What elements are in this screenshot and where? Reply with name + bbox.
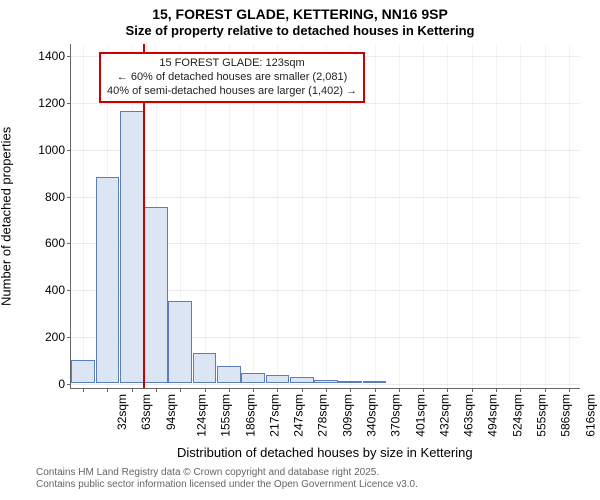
x-tick-label: 278sqm [316,394,330,437]
y-tick-label: 1000 [38,143,71,157]
x-tick-label: 309sqm [340,394,354,437]
histogram-bar [266,375,290,383]
annotation-box: 15 FOREST GLADE: 123sqm← 60% of detached… [99,52,365,103]
x-tick-label: 124sqm [195,394,209,437]
histogram-bar [96,177,120,384]
chart-title-line1: 15, FOREST GLADE, KETTERING, NN16 9SP [0,0,600,23]
annotation-title: 15 FOREST GLADE: 123sqm [107,57,357,71]
y-tick-label: 200 [45,330,71,344]
x-tick-mark [520,388,521,392]
x-tick-label: 494sqm [486,394,500,437]
x-tick-mark [326,388,327,392]
x-tick-label: 401sqm [413,394,427,437]
histogram-bar [338,381,362,383]
annotation-line1: ← 60% of detached houses are smaller (2,… [107,71,357,85]
x-tick-mark [447,388,448,392]
x-tick-label: 463sqm [462,394,476,437]
gridline-v [569,44,570,388]
gridline-v [423,44,424,388]
histogram-bar [120,111,144,383]
gridline-v [83,44,84,388]
histogram-bar [241,373,265,384]
y-tick-label: 1200 [38,96,71,110]
y-tick-label: 1400 [38,49,71,63]
x-tick-label: 616sqm [583,394,597,437]
x-tick-mark [132,388,133,392]
plot-area: 020040060080010001200140032sqm63sqm94sqm… [70,44,580,389]
x-tick-label: 247sqm [292,394,306,437]
x-tick-mark [375,388,376,392]
gridline-v [447,44,448,388]
x-tick-mark [277,388,278,392]
x-tick-mark [180,388,181,392]
annotation-line2: 40% of semi-detached houses are larger (… [107,85,357,99]
gridline-v [375,44,376,388]
chart-container: 15, FOREST GLADE, KETTERING, NN16 9SP Si… [0,0,600,500]
x-tick-label: 555sqm [535,394,549,437]
x-tick-mark [156,388,157,392]
x-tick-mark [253,388,254,392]
x-tick-label: 94sqm [164,394,178,430]
chart-title-line2: Size of property relative to detached ho… [0,23,600,39]
gridline-v [520,44,521,388]
x-tick-mark [423,388,424,392]
footer: Contains HM Land Registry data © Crown c… [36,467,418,491]
x-tick-label: 155sqm [219,394,233,437]
x-tick-mark [399,388,400,392]
gridline-v [545,44,546,388]
histogram-bar [363,381,387,383]
y-tick-label: 400 [45,283,71,297]
x-tick-mark [472,388,473,392]
x-tick-label: 370sqm [389,394,403,437]
x-tick-mark [545,388,546,392]
x-tick-label: 524sqm [510,394,524,437]
x-axis-label: Distribution of detached houses by size … [177,445,473,460]
gridline-v [472,44,473,388]
footer-line1: Contains HM Land Registry data © Crown c… [36,467,418,479]
x-tick-mark [350,388,351,392]
x-tick-label: 586sqm [559,394,573,437]
x-tick-mark [83,388,84,392]
x-tick-label: 63sqm [139,394,153,430]
histogram-bar [144,207,168,383]
histogram-bar [71,360,95,383]
y-tick-label: 800 [45,190,71,204]
histogram-bar [314,380,338,384]
y-tick-label: 0 [58,377,71,391]
gridline-v [496,44,497,388]
x-tick-label: 32sqm [115,394,129,430]
x-tick-label: 432sqm [438,394,452,437]
x-tick-label: 217sqm [268,394,282,437]
x-tick-mark [107,388,108,392]
gridline-v [399,44,400,388]
x-tick-mark [302,388,303,392]
x-tick-label: 186sqm [243,394,257,437]
x-tick-mark [229,388,230,392]
x-tick-label: 340sqm [365,394,379,437]
y-axis-label: Number of detached properties [0,127,14,306]
histogram-bar [217,366,241,384]
histogram-bar [193,353,217,384]
y-tick-label: 600 [45,236,71,250]
histogram-bar [168,301,192,383]
x-tick-mark [496,388,497,392]
x-tick-mark [569,388,570,392]
x-tick-mark [205,388,206,392]
histogram-bar [290,377,314,383]
footer-line2: Contains public sector information licen… [36,479,418,491]
